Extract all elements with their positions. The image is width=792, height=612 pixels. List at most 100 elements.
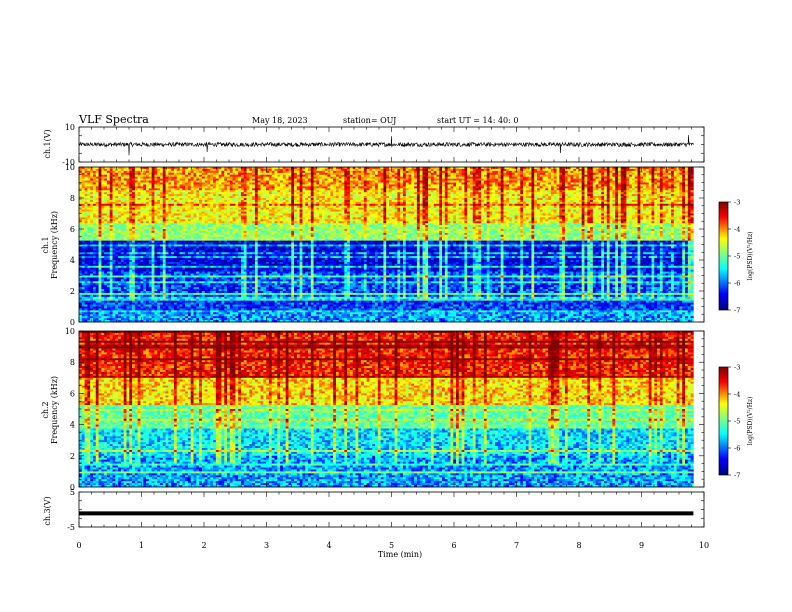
spectrogram-cell [425, 179, 428, 181]
spectrogram-cell [565, 196, 568, 198]
spectrogram-cell [235, 169, 238, 171]
spectrogram-cell [635, 206, 638, 208]
spectrogram-cell [205, 179, 208, 181]
spectrogram-cell [115, 198, 118, 200]
spectrogram-cell [283, 173, 286, 175]
spectrogram-cell [688, 179, 691, 181]
spectrogram-cell [219, 181, 222, 183]
spectrogram-cell [445, 198, 448, 200]
spectrogram-cell [135, 206, 138, 208]
spectrogram-cell [104, 177, 107, 179]
spectrogram-cell [322, 208, 325, 210]
spectrogram-cell [442, 208, 445, 210]
spectrogram-cell [199, 200, 202, 202]
spectrogram-cell [464, 179, 467, 181]
spectrogram-cell [520, 173, 523, 175]
spectrogram-cell [551, 200, 554, 202]
spectrogram-cell [422, 208, 425, 210]
spectrogram-cell [565, 181, 568, 183]
spectrogram-cell [481, 194, 484, 196]
spectrogram-cell [154, 179, 157, 181]
spectrogram-cell [210, 206, 213, 208]
spectrogram-cell [355, 202, 358, 204]
spectrogram-cell [381, 183, 384, 185]
spectrogram-cell [640, 200, 643, 202]
spectrogram-cell [551, 186, 554, 188]
spectrogram-cell [554, 179, 557, 181]
spectrogram-cell [531, 186, 534, 188]
spectrogram-cell [531, 192, 534, 194]
spectrogram-cell [383, 186, 386, 188]
spectrogram-cell [132, 186, 135, 188]
spectrogram-cell [618, 192, 621, 194]
spectrogram-cell [174, 179, 177, 181]
spectrogram-cell [543, 177, 546, 179]
spectrogram-cell [531, 196, 534, 198]
spectrogram-cell [300, 169, 303, 171]
spectrogram-cell [85, 169, 88, 171]
spectrogram-cell [573, 169, 576, 171]
spectrogram-cell [624, 188, 627, 190]
spectrogram-cell [624, 206, 627, 208]
spectrogram-cell [280, 186, 283, 188]
spectrogram-cell [99, 186, 102, 188]
spectrogram-cell [266, 192, 269, 194]
spectrogram-cell [302, 188, 305, 190]
spectrogram-cell [406, 208, 409, 210]
spectrogram-cell [168, 181, 171, 183]
spectrogram-cell [99, 192, 102, 194]
spectrogram-cell [297, 188, 300, 190]
spectrogram-cell [582, 186, 585, 188]
spectrogram-cell [598, 206, 601, 208]
spectrogram-cell [651, 181, 654, 183]
spectrogram-cell [551, 204, 554, 206]
spectrogram-cell [101, 210, 104, 212]
spectrogram-cell [152, 202, 155, 204]
spectrogram-cell [442, 173, 445, 175]
spectrogram-cell [406, 190, 409, 192]
spectrogram-cell [691, 175, 694, 177]
spectrogram-cell [182, 171, 185, 173]
spectrogram-cell [369, 200, 372, 202]
spectrogram-cell [459, 183, 462, 185]
spectrogram-cell [79, 186, 82, 188]
spectrogram-cell [462, 183, 465, 185]
spectrogram-cell [113, 210, 116, 212]
spectrogram-cell [294, 183, 297, 185]
spectrogram-cell [135, 196, 138, 198]
spectrogram-cell [272, 206, 275, 208]
spectrogram-cell [436, 183, 439, 185]
spectrogram-cell [180, 169, 183, 171]
spectrogram-cell [325, 192, 328, 194]
spectrogram-cell [361, 188, 364, 190]
spectrogram-cell [543, 188, 546, 190]
spectrogram-cell [372, 181, 375, 183]
spectrogram-cell [350, 186, 353, 188]
spectrogram-cell [143, 202, 146, 204]
spectrogram-cell [110, 184, 113, 186]
spectrogram-cell [124, 208, 127, 210]
spectrogram-cell [333, 186, 336, 188]
spectrogram-cell [383, 194, 386, 196]
spectrogram-cell [328, 183, 331, 185]
spectrogram-cell [101, 175, 104, 177]
spectrogram-cell [87, 173, 90, 175]
spectrogram-cell [166, 194, 169, 196]
spectrogram-cell [632, 202, 635, 204]
spectrogram-cell [551, 188, 554, 190]
spectrogram-cell [529, 192, 532, 194]
spectrogram-cell [104, 186, 107, 188]
spectrogram-cell [389, 196, 392, 198]
spectrogram-cell [434, 177, 437, 179]
spectrogram-cell [375, 186, 378, 188]
spectrogram-cell [584, 169, 587, 171]
spectrogram-cell [559, 204, 562, 206]
spectrogram-cell [171, 171, 174, 173]
spectrogram-cell [149, 194, 152, 196]
spectrogram-cell [336, 183, 339, 185]
spectrogram-cell [154, 202, 157, 204]
spectrogram-cell [621, 204, 624, 206]
spectrogram-cell [274, 169, 277, 171]
spectrogram-cell [241, 206, 244, 208]
spectrogram-cell [286, 204, 289, 206]
